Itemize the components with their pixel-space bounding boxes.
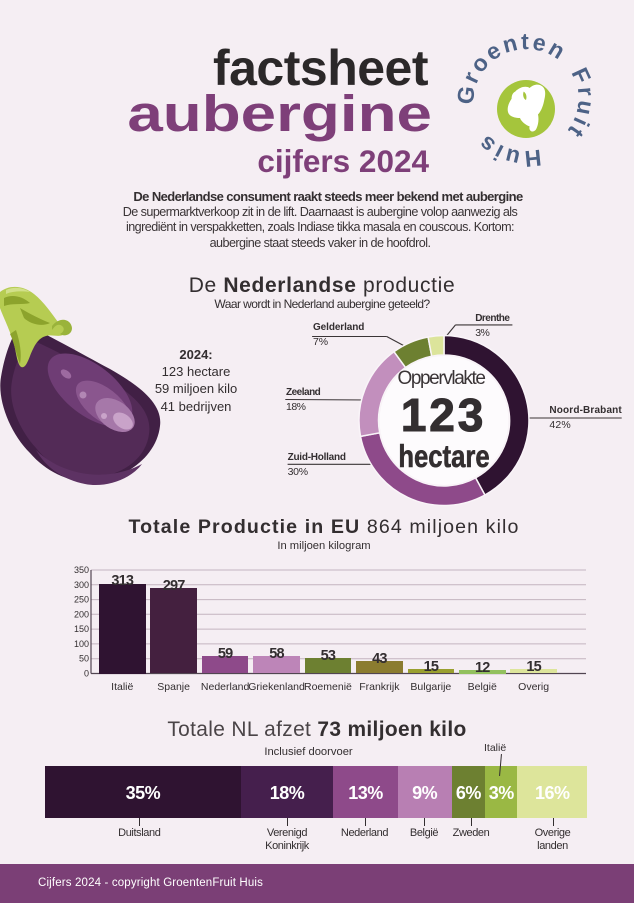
svg-text:250: 250	[74, 595, 89, 605]
svg-text:200: 200	[74, 609, 89, 619]
svg-text:hectare: hectare	[398, 440, 489, 475]
svg-text:Fruit: Fruit	[562, 64, 600, 145]
svg-text:100: 100	[74, 639, 89, 649]
svg-text:350: 350	[74, 565, 89, 575]
svg-text:123: 123	[401, 389, 486, 441]
svg-text:300: 300	[74, 580, 89, 590]
svg-text:50: 50	[79, 654, 89, 664]
svg-text:0: 0	[84, 669, 89, 679]
svg-text:Oppervlakte: Oppervlakte	[397, 368, 485, 389]
svg-text:150: 150	[74, 624, 89, 634]
